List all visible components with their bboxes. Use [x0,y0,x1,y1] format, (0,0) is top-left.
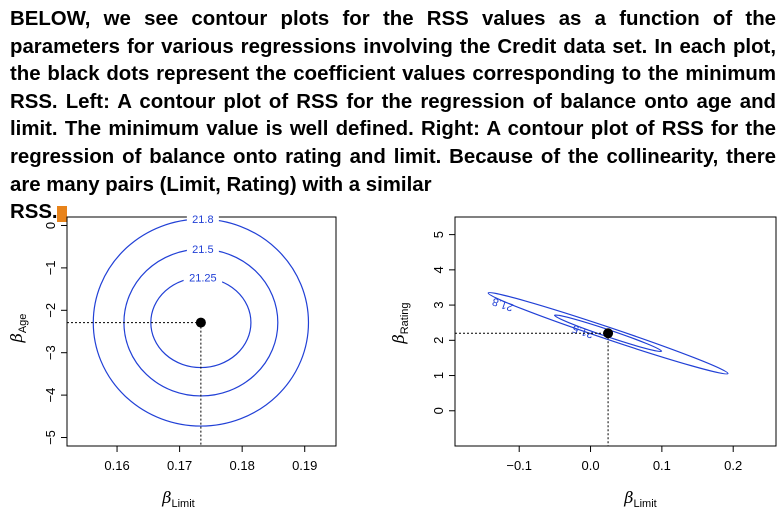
x-tick-label: 0.2 [724,458,742,473]
x-tick-label: 0.17 [167,458,192,473]
y-tick-label: −5 [43,430,58,445]
y-tick-label: 0 [431,407,446,414]
x-tick-label: 0.16 [104,458,129,473]
caption-text: BELOW, we see contour plots for the RSS … [10,8,776,196]
highlight-marker [57,206,67,222]
x-tick-label: 0.18 [230,458,255,473]
contour-level-label: 21.8 [192,214,213,226]
y-axis-label: βAge [7,314,29,344]
minimum-point [195,317,206,328]
contour-level-label: 21.25 [189,273,217,285]
y-tick-label: −1 [43,260,58,275]
contour-label-bg [186,213,219,226]
minimum-point [603,328,614,339]
contour-level-label: 21.8 [491,295,515,313]
caption: BELOW, we see contour plots for the RSS … [10,6,776,227]
y-tick-label: −4 [43,388,58,403]
y-tick-label: 3 [431,301,446,308]
x-axis-label: βLimit [623,488,656,510]
x-tick-label: 0.19 [292,458,317,473]
x-axis-label: βLimit [161,488,194,510]
contour-level-label: 21.5 [192,244,213,256]
y-tick-label: −2 [43,303,58,318]
y-tick-label: −3 [43,345,58,360]
y-tick-label: 4 [431,266,446,273]
contour-label-bg [186,243,219,256]
y-tick-label: 1 [431,372,446,379]
contour-line [487,292,729,375]
x-tick-label: 0.0 [581,458,599,473]
y-tick-label: 2 [431,337,446,344]
contour-label-bg [183,271,223,284]
y-tick-label: 5 [431,231,446,238]
y-tick-label: 0 [43,222,58,229]
left-contour-plot: 0.16 0.17 0.18 0.19 0 −1 −2 −3 −4 −5 βLimit βAge 21.… [7,213,337,510]
x-tick-label: 0.1 [653,458,671,473]
x-tick-label: −0.1 [506,458,532,473]
y-axis-label: βRating [389,302,411,344]
plot-frame [454,216,777,447]
caption-tail: RSS. [10,201,58,224]
